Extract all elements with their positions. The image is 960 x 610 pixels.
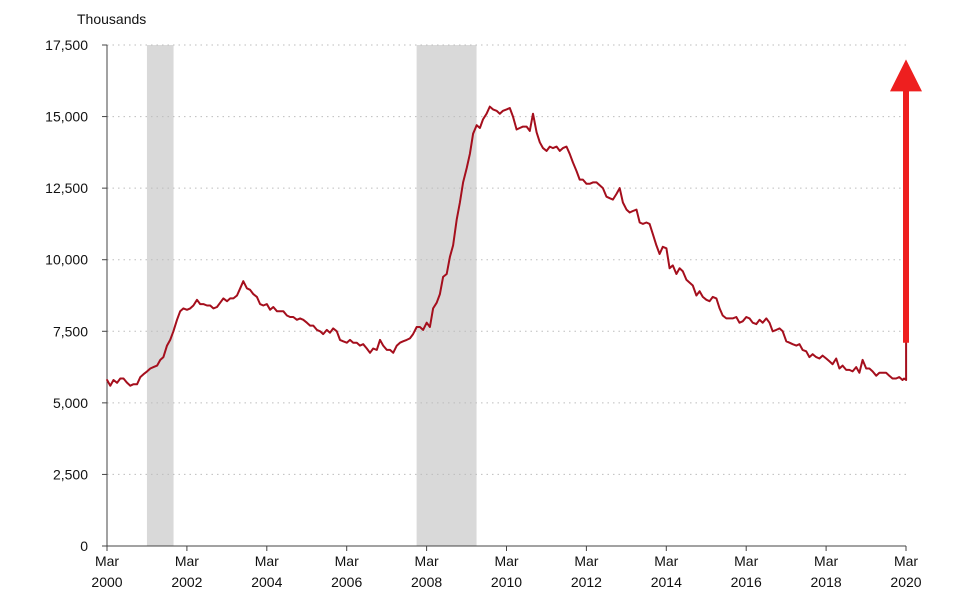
x-tick-label-year: 2006 (331, 574, 362, 590)
y-tick-label: 2,500 (53, 466, 88, 482)
x-tick-label-month: Mar (335, 553, 359, 569)
x-tick-label-month: Mar (494, 553, 518, 569)
x-tick-label-year: 2016 (731, 574, 762, 590)
x-tick-label-year: 2008 (411, 574, 442, 590)
recession-shading (146, 45, 477, 546)
y-unit-label: Thousands (77, 11, 146, 27)
y-tick-label: 7,500 (53, 323, 88, 339)
x-tick-label-month: Mar (574, 553, 598, 569)
x-tick-label-year: 2014 (651, 574, 682, 590)
y-tick-label: 12,500 (45, 180, 88, 196)
recession-band (146, 45, 174, 546)
upward-arrow-annotation (890, 59, 922, 343)
y-tick-label: 10,000 (45, 252, 88, 268)
x-tick-labels: Mar 2000 Mar 2002 Mar 2004 Mar 2006 Mar 2008 Mar 20… (91, 546, 922, 590)
y-tick-label: 17,500 (45, 37, 88, 53)
x-tick-label-month: Mar (654, 553, 678, 569)
x-tick-label-month: Mar (894, 553, 918, 569)
x-tick-label-year: 2002 (171, 574, 202, 590)
x-tick-label-year: 2004 (251, 574, 282, 590)
x-tick-label-month: Mar (814, 553, 838, 569)
x-tick-label-month: Mar (255, 553, 279, 569)
arrow-head (890, 59, 922, 92)
y-tick-label: 0 (80, 538, 88, 554)
axes (106, 45, 906, 547)
x-tick-label-year: 2010 (491, 574, 522, 590)
y-tick-label: 15,000 (45, 109, 88, 125)
x-tick-label-year: 2020 (890, 574, 921, 590)
y-tick-label: 5,000 (53, 395, 88, 411)
x-tick-label-month: Mar (734, 553, 758, 569)
x-tick-label-year: 2000 (91, 574, 122, 590)
y-gridlines (102, 44, 906, 547)
y-tick-labels: 0 2,500 5,000 7,500 10,000 12,500 15,000 17,500 (45, 37, 88, 554)
x-tick-label-year: 2012 (571, 574, 602, 590)
x-tick-label-month: Mar (95, 553, 119, 569)
x-tick-label-month: Mar (175, 553, 199, 569)
recession-band (416, 45, 477, 546)
x-tick-label-month: Mar (415, 553, 439, 569)
series-layer (106, 105, 908, 387)
series-line (106, 105, 908, 387)
x-tick-label-year: 2018 (811, 574, 842, 590)
